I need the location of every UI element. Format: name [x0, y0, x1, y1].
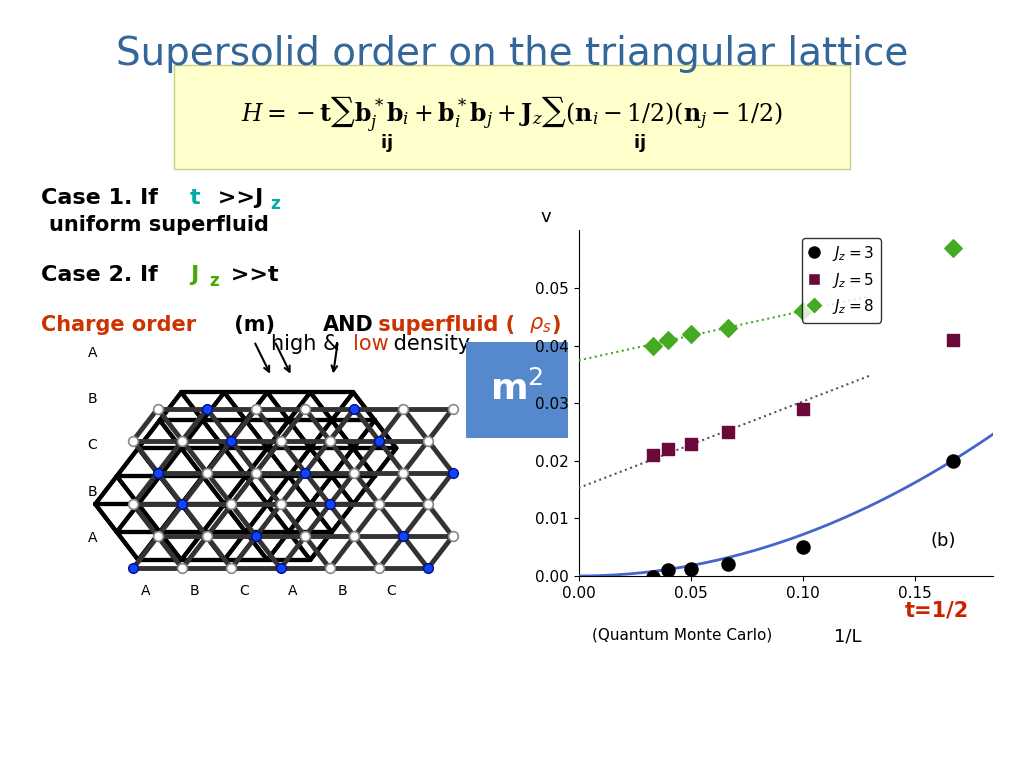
Legend: $J_z = 3$, $J_z = 5$, $J_z = 8$: $J_z = 3$, $J_z = 5$, $J_z = 8$ [802, 238, 881, 323]
Text: density: density [387, 334, 470, 354]
Text: superfluid (: superfluid ( [371, 315, 515, 335]
Text: C: C [87, 439, 97, 452]
Text: >>t: >>t [223, 265, 279, 285]
Text: t: t [189, 188, 200, 208]
Text: C: C [239, 584, 249, 598]
Text: A: A [87, 346, 97, 360]
Point [720, 558, 736, 571]
Point [945, 334, 962, 346]
FancyBboxPatch shape [174, 65, 850, 169]
Point [795, 541, 811, 553]
Text: A: A [87, 531, 97, 545]
Point [720, 323, 736, 335]
Text: $\mathbf{ij}$: $\mathbf{ij}$ [633, 131, 645, 154]
Point [945, 455, 962, 467]
Point [720, 425, 736, 438]
Text: $\rho_s$: $\rho_s$ [529, 315, 552, 335]
Text: z: z [270, 195, 280, 213]
Text: A: A [140, 584, 151, 598]
Text: v: v [540, 207, 551, 226]
Point [682, 328, 698, 340]
Point [660, 443, 677, 455]
Text: J: J [190, 265, 199, 285]
Text: B: B [87, 485, 97, 498]
Point [644, 571, 660, 584]
Text: t=1/2: t=1/2 [905, 601, 969, 621]
Text: high &: high & [271, 334, 346, 354]
Point [795, 403, 811, 415]
Text: 1/L: 1/L [835, 628, 862, 646]
Text: $\mathbf{m}^2$: $\mathbf{m}^2$ [490, 371, 544, 408]
Text: $\mathbf{ij}$: $\mathbf{ij}$ [380, 131, 392, 154]
Text: C: C [386, 584, 396, 598]
Text: B: B [189, 584, 200, 598]
Point [660, 564, 677, 576]
Point [682, 563, 698, 575]
Text: z: z [209, 272, 218, 290]
Text: (m): (m) [227, 315, 297, 335]
Text: Case 1. If: Case 1. If [41, 188, 166, 208]
Text: Case 2. If: Case 2. If [41, 265, 166, 285]
Text: B: B [337, 584, 347, 598]
Text: $H = -\mathbf{t}\sum\mathbf{b}_j^*\mathbf{b}_i + \mathbf{b}_i^*\mathbf{b}_j + \m: $H = -\mathbf{t}\sum\mathbf{b}_j^*\mathb… [242, 94, 782, 134]
Point [682, 438, 698, 450]
Text: B: B [87, 392, 97, 406]
Text: low: low [353, 334, 389, 354]
Point [795, 305, 811, 317]
Text: Supersolid order on the triangular lattice: Supersolid order on the triangular latti… [116, 35, 908, 72]
Text: (Quantum Monte Carlo): (Quantum Monte Carlo) [592, 628, 772, 643]
Point [945, 242, 962, 254]
Text: (b): (b) [931, 532, 956, 551]
Point [660, 334, 677, 346]
Text: ): ) [551, 315, 560, 335]
Text: uniform superfluid: uniform superfluid [49, 215, 269, 235]
Point [644, 339, 660, 352]
Text: A: A [288, 584, 298, 598]
Text: AND: AND [323, 315, 374, 335]
Point [644, 449, 660, 461]
Text: >>J: >>J [210, 188, 263, 208]
FancyBboxPatch shape [466, 342, 568, 438]
Text: Charge order: Charge order [41, 315, 196, 335]
